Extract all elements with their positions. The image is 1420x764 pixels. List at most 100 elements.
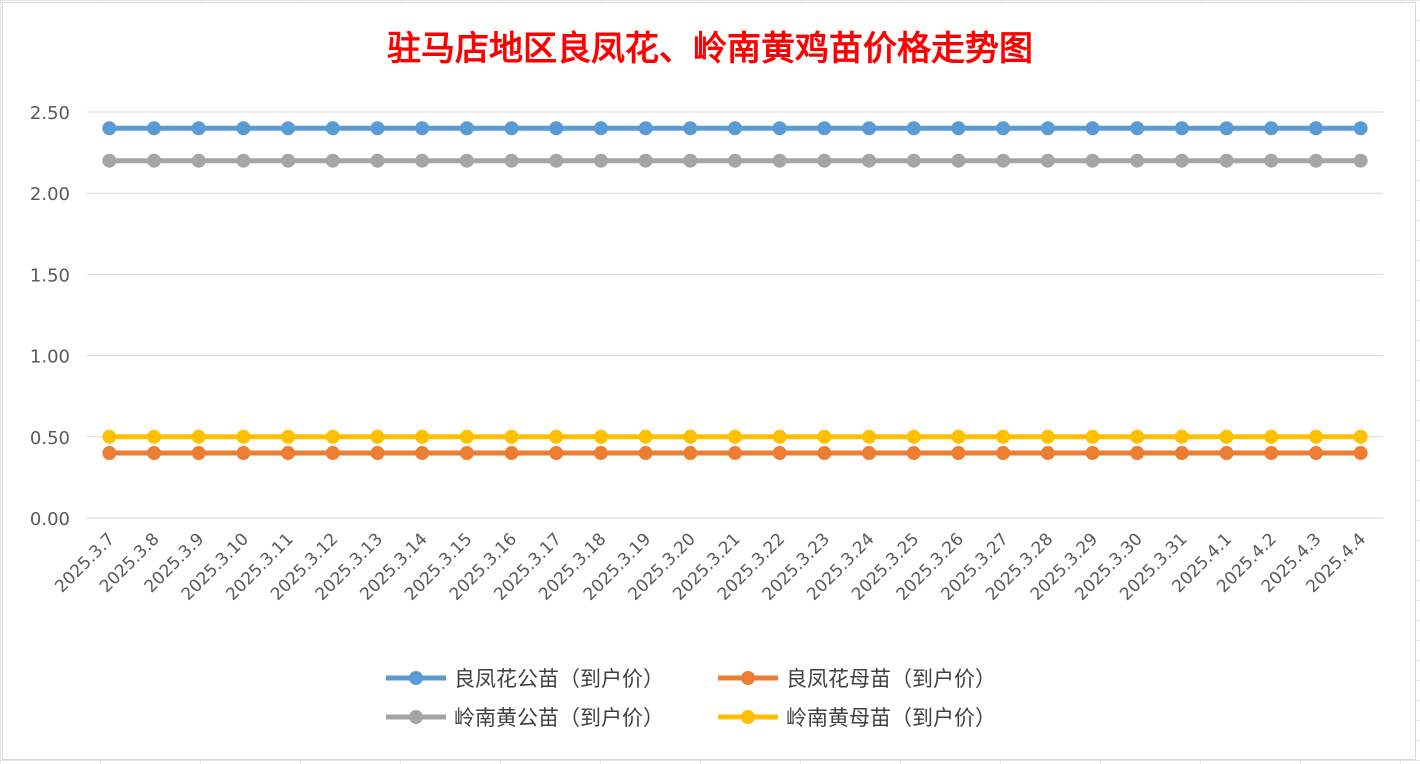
legend-label: 良凤花公苗（到户价） [454, 667, 664, 691]
data-point [191, 153, 206, 168]
legend-marker-swatch [741, 671, 755, 685]
legend-label: 岭南黄母苗（到户价） [786, 706, 996, 730]
legend-item[interactable]: 岭南黄公苗（到户价） [386, 706, 664, 730]
data-point [370, 446, 385, 461]
data-point [728, 153, 742, 168]
data-point [1353, 153, 1368, 168]
data-point [549, 153, 564, 168]
data-point [147, 446, 162, 461]
data-point [102, 121, 117, 136]
data-point [1174, 429, 1189, 444]
data-point [1130, 121, 1145, 136]
data-point [504, 446, 519, 461]
data-point [147, 153, 162, 168]
data-point [996, 121, 1011, 136]
legend-item[interactable]: 岭南黄母苗（到户价） [718, 706, 996, 730]
data-point [236, 153, 251, 168]
data-point [1040, 153, 1055, 168]
data-point [1264, 121, 1279, 136]
data-point [862, 153, 877, 168]
series-2 [102, 446, 1368, 461]
legend[interactable]: 良凤花公苗（到户价） 良凤花母苗（到户价） 岭南黄公苗（到户价） 岭南黄母苗（到户价） [386, 667, 996, 730]
data-point [102, 429, 117, 444]
series-3 [102, 153, 1368, 168]
data-point [1085, 446, 1100, 461]
data-point [1040, 121, 1055, 136]
data-point [638, 121, 653, 136]
data-point [1174, 446, 1189, 461]
data-point [325, 121, 340, 136]
data-point [862, 429, 877, 444]
data-point [906, 446, 921, 461]
data-point [1308, 429, 1323, 444]
data-point [102, 446, 117, 461]
y-tick-label: 1.50 [30, 265, 70, 286]
data-point [1174, 153, 1189, 168]
data-point [415, 429, 430, 444]
data-point [1308, 121, 1323, 136]
data-point [281, 446, 296, 461]
data-point [549, 429, 564, 444]
data-point [728, 121, 742, 136]
data-point [906, 121, 921, 136]
data-point [415, 153, 430, 168]
data-point [370, 121, 385, 136]
data-point [325, 153, 340, 168]
data-point [772, 446, 787, 461]
data-point [683, 429, 698, 444]
data-point [638, 429, 653, 444]
data-point [728, 429, 742, 444]
y-tick-label: 2.50 [30, 103, 70, 124]
data-point [906, 153, 921, 168]
data-point [817, 429, 832, 444]
data-point [996, 429, 1011, 444]
data-point [951, 429, 966, 444]
y-axis-ticks: 0.00 0.50 1.00 1.50 2.00 2.50 [30, 103, 70, 530]
data-point [1308, 446, 1323, 461]
data-point [1040, 446, 1055, 461]
data-point [281, 153, 296, 168]
data-point [1085, 153, 1100, 168]
data-point [191, 121, 206, 136]
chart-title: 驻马店地区良凤花、岭南黄鸡苗价格走势图 [387, 29, 1033, 69]
data-point [951, 446, 966, 461]
data-point [772, 121, 787, 136]
data-point [147, 121, 162, 136]
data-point [236, 446, 251, 461]
data-point [1353, 429, 1368, 444]
legend-marker-swatch [741, 710, 755, 724]
legend-marker-swatch [409, 710, 423, 724]
data-point [683, 153, 698, 168]
legend-label: 良凤花母苗（到户价） [786, 667, 996, 691]
data-point [862, 121, 877, 136]
data-point [638, 446, 653, 461]
data-point [325, 446, 340, 461]
data-point [593, 446, 608, 461]
data-point [281, 429, 296, 444]
data-point [191, 429, 206, 444]
data-point [102, 153, 117, 168]
data-point [1040, 429, 1055, 444]
data-point [370, 153, 385, 168]
data-point [996, 153, 1011, 168]
legend-item[interactable]: 良凤花公苗（到户价） [386, 667, 664, 691]
data-point [862, 446, 877, 461]
y-tick-label: 0.50 [30, 428, 70, 449]
data-point [1219, 429, 1234, 444]
data-point [1130, 446, 1145, 461]
data-point [549, 121, 564, 136]
data-point [370, 429, 385, 444]
data-point [281, 121, 296, 136]
data-point [191, 446, 206, 461]
data-point [415, 121, 430, 136]
data-point [772, 153, 787, 168]
data-point [1264, 446, 1279, 461]
data-point [415, 446, 430, 461]
data-point [459, 153, 474, 168]
series-lines [102, 121, 1368, 461]
series-4 [102, 429, 1368, 444]
data-point [504, 429, 519, 444]
y-tick-label: 1.00 [30, 347, 70, 368]
data-point [1085, 121, 1100, 136]
legend-item[interactable]: 良凤花母苗（到户价） [718, 667, 996, 691]
